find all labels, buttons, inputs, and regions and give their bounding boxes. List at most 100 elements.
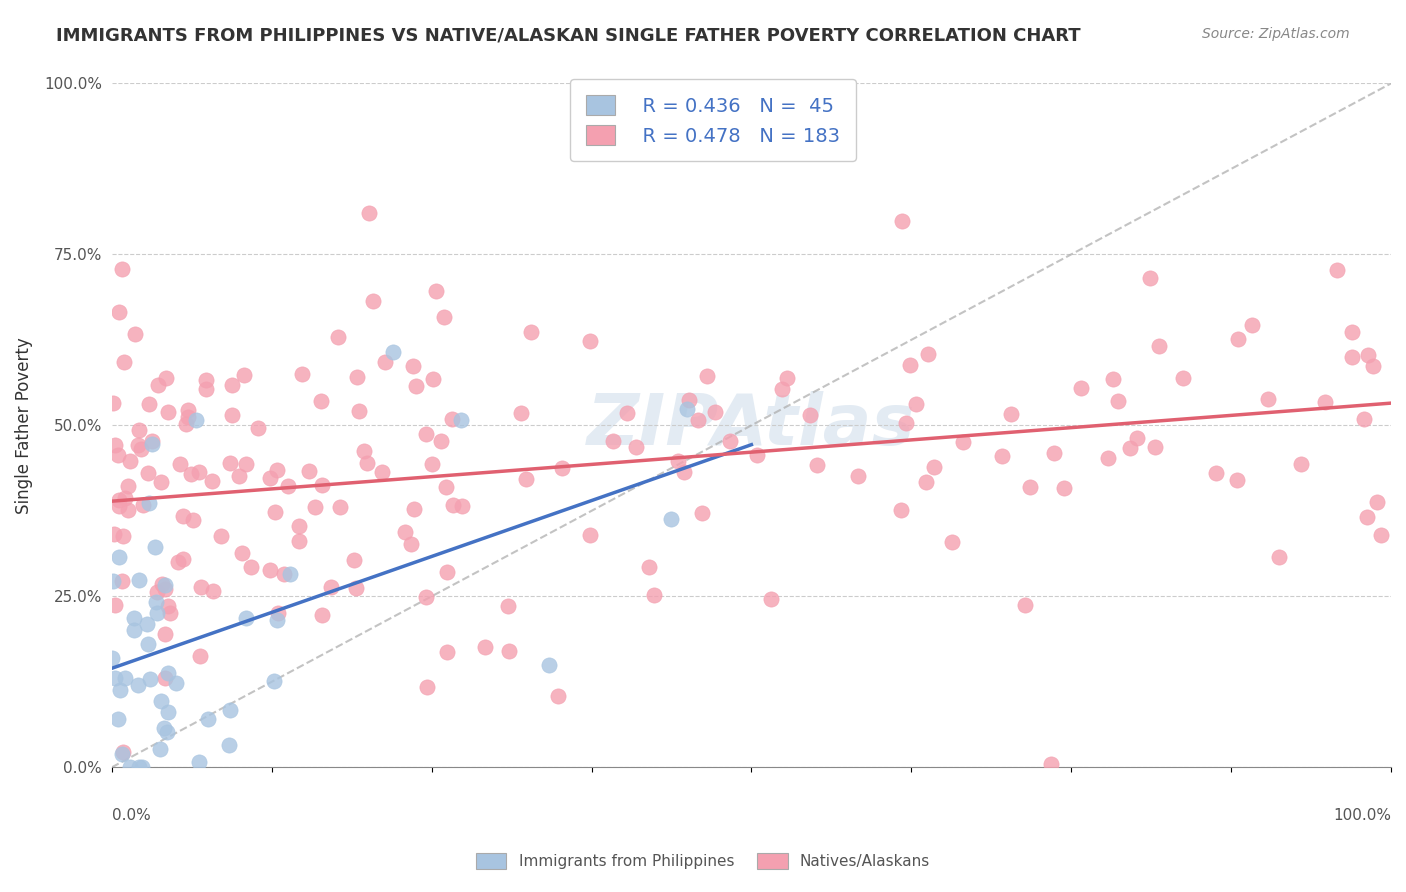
Point bbox=[120, 454, 142, 468]
Point bbox=[1226, 332, 1249, 346]
Point bbox=[1291, 457, 1313, 471]
Point bbox=[1039, 757, 1062, 772]
Point bbox=[344, 581, 367, 595]
Point bbox=[108, 499, 131, 513]
Point bbox=[941, 535, 963, 549]
Point bbox=[579, 334, 602, 348]
Point bbox=[101, 396, 124, 410]
Point bbox=[107, 448, 129, 462]
Point bbox=[1018, 480, 1040, 494]
Point bbox=[1101, 372, 1123, 386]
Point bbox=[346, 370, 368, 384]
Point bbox=[349, 404, 371, 418]
Point bbox=[298, 464, 321, 478]
Point bbox=[371, 466, 394, 480]
Point bbox=[267, 606, 290, 620]
Point bbox=[1149, 338, 1171, 352]
Point bbox=[770, 382, 793, 396]
Point bbox=[776, 371, 799, 385]
Point bbox=[117, 503, 139, 517]
Point bbox=[174, 417, 197, 432]
Point bbox=[436, 566, 458, 580]
Point bbox=[181, 513, 204, 527]
Point bbox=[914, 475, 936, 490]
Point bbox=[1369, 528, 1392, 542]
Point bbox=[177, 409, 200, 424]
Point bbox=[145, 595, 167, 609]
Point bbox=[509, 406, 531, 420]
Point bbox=[1313, 394, 1336, 409]
Point bbox=[136, 466, 159, 480]
Point bbox=[616, 406, 638, 420]
Point bbox=[357, 206, 380, 220]
Point bbox=[520, 325, 543, 339]
Point bbox=[678, 392, 700, 407]
Point bbox=[157, 705, 180, 719]
Point bbox=[186, 413, 208, 427]
Point bbox=[1043, 446, 1066, 460]
Point bbox=[104, 598, 127, 612]
Point bbox=[441, 499, 464, 513]
Point bbox=[329, 500, 352, 514]
Point bbox=[1126, 431, 1149, 445]
Point bbox=[425, 285, 447, 299]
Point bbox=[107, 712, 129, 726]
Point bbox=[704, 405, 727, 419]
Point bbox=[180, 467, 202, 482]
Point bbox=[1365, 495, 1388, 509]
Point bbox=[1357, 348, 1379, 362]
Point bbox=[264, 505, 287, 519]
Point bbox=[422, 372, 444, 386]
Point bbox=[402, 359, 425, 373]
Point bbox=[266, 462, 288, 476]
Point bbox=[547, 690, 569, 704]
Point bbox=[904, 396, 927, 410]
Point bbox=[118, 760, 141, 774]
Point bbox=[122, 611, 145, 625]
Point bbox=[247, 421, 270, 435]
Point bbox=[436, 645, 458, 659]
Point bbox=[430, 434, 453, 449]
Point bbox=[139, 672, 162, 686]
Point bbox=[146, 606, 169, 620]
Point bbox=[1340, 351, 1362, 365]
Point bbox=[277, 479, 299, 493]
Point bbox=[441, 412, 464, 426]
Point bbox=[228, 469, 250, 483]
Point bbox=[759, 592, 782, 607]
Legend:   R = 0.436   N =  45,   R = 0.478   N = 183: R = 0.436 N = 45, R = 0.478 N = 183 bbox=[569, 79, 856, 161]
Point bbox=[221, 378, 243, 392]
Point bbox=[239, 560, 262, 574]
Point bbox=[101, 651, 124, 665]
Point bbox=[672, 465, 695, 479]
Point bbox=[172, 552, 194, 566]
Point bbox=[190, 581, 212, 595]
Point bbox=[112, 745, 135, 759]
Point bbox=[1257, 392, 1279, 406]
Point bbox=[799, 409, 821, 423]
Point bbox=[676, 402, 699, 417]
Point bbox=[266, 613, 288, 627]
Point bbox=[104, 438, 127, 452]
Point bbox=[416, 680, 439, 694]
Point bbox=[172, 508, 194, 523]
Point bbox=[111, 529, 134, 543]
Point bbox=[259, 563, 281, 577]
Point bbox=[405, 379, 427, 393]
Point bbox=[128, 573, 150, 587]
Point bbox=[1353, 412, 1375, 426]
Point bbox=[1107, 393, 1129, 408]
Point bbox=[356, 456, 378, 470]
Point bbox=[141, 434, 163, 448]
Point bbox=[311, 477, 333, 491]
Point bbox=[319, 580, 342, 594]
Point bbox=[326, 330, 349, 344]
Point bbox=[688, 413, 710, 427]
Point bbox=[1139, 270, 1161, 285]
Point bbox=[235, 611, 257, 625]
Point bbox=[169, 457, 191, 471]
Point bbox=[201, 474, 224, 488]
Point bbox=[128, 760, 150, 774]
Point bbox=[149, 694, 172, 708]
Point bbox=[891, 214, 914, 228]
